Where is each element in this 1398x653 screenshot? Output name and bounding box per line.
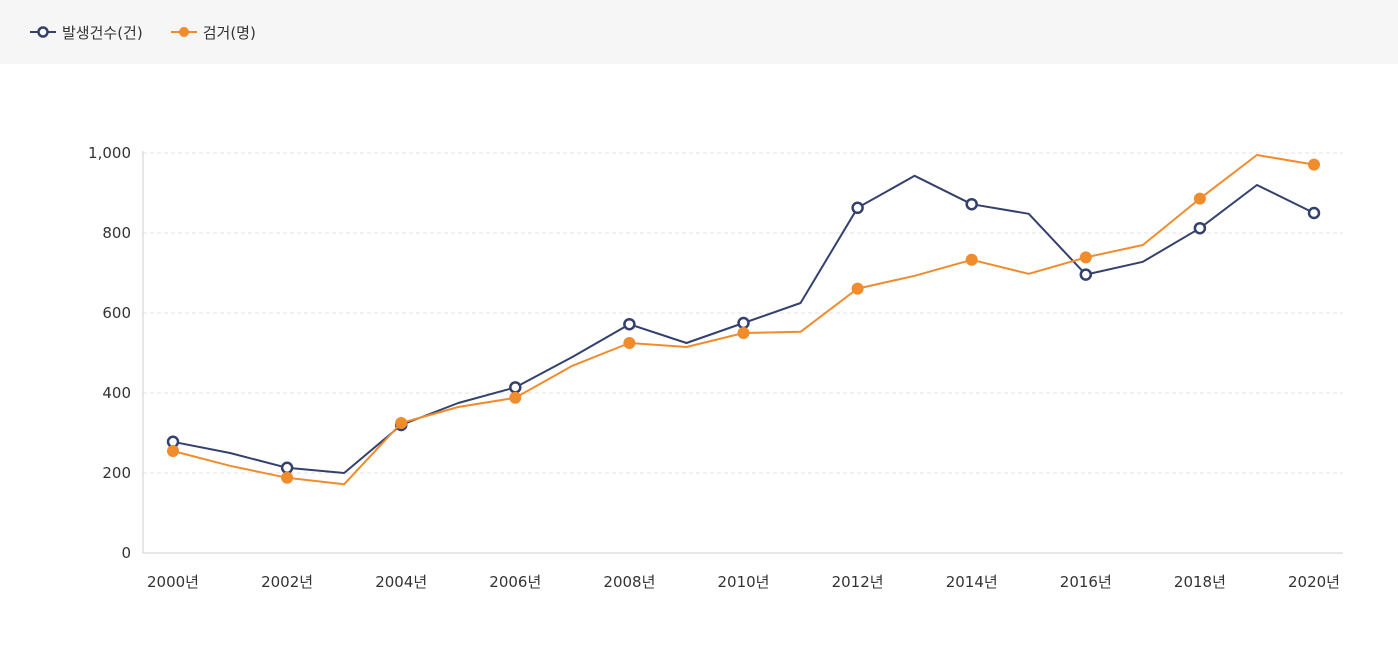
data-point [1079, 251, 1092, 264]
y-tick-label: 200 [102, 464, 131, 482]
series-0 [166, 174, 1321, 475]
data-point [965, 253, 978, 266]
x-tick-label: 2012년 [832, 573, 884, 591]
x-tick-label: 2002년 [261, 573, 313, 591]
data-point [623, 317, 636, 331]
data-point [280, 461, 294, 475]
legend-item-arrests[interactable]: 검거(명) [170, 22, 256, 43]
y-tick-label: 0 [121, 544, 131, 562]
legend-swatch-arrests [170, 27, 197, 37]
data-point [737, 327, 750, 339]
data-point [509, 391, 522, 404]
grid-lines [143, 152, 1343, 474]
y-tick-label: 800 [102, 224, 131, 242]
data-point [851, 282, 864, 295]
y-tick-label: 1,000 [88, 144, 131, 162]
x-tick-label: 2014년 [946, 573, 998, 591]
data-point [851, 201, 864, 215]
legend-item-incidents[interactable]: 발생건수(건) [30, 22, 143, 43]
data-point [1193, 192, 1206, 205]
x-tick-label: 2004년 [375, 573, 427, 591]
x-axis-ticks: 2000년 2002년 2004년 2006년 2008년 2010년 2012년 2014년… [147, 573, 1340, 591]
data-point [1193, 221, 1207, 235]
data-point [1308, 158, 1320, 171]
data-point [737, 316, 750, 330]
data-point [395, 417, 408, 429]
x-tick-label: 2018년 [1174, 573, 1226, 591]
legend-swatch-incidents [30, 26, 56, 38]
data-point [167, 445, 179, 457]
y-tick-label: 400 [102, 384, 131, 402]
x-tick-label: 2000년 [147, 573, 199, 591]
data-point [509, 381, 522, 394]
x-tick-label: 2006년 [489, 573, 541, 591]
series-group [166, 154, 1321, 486]
axes [142, 151, 1343, 554]
legend-label-arrests: 검거(명) [202, 23, 256, 42]
data-point [965, 197, 978, 211]
data-point [281, 471, 294, 484]
data-point [1307, 206, 1321, 220]
y-tick-label: 600 [102, 304, 131, 322]
legend-label-incidents: 발생건수(건) [62, 23, 143, 42]
y-axis-ticks: 0 200 400 600 800 1,000 [88, 144, 131, 562]
series-1 [167, 154, 1320, 486]
data-point [623, 337, 636, 349]
x-tick-label: 2020년 [1288, 573, 1340, 591]
legend: 발생건수(건) 검거(명) [0, 0, 1398, 64]
x-tick-label: 2010년 [718, 573, 770, 591]
x-tick-label: 2016년 [1060, 573, 1112, 591]
x-tick-label: 2008년 [603, 573, 655, 591]
data-point [1079, 268, 1093, 281]
